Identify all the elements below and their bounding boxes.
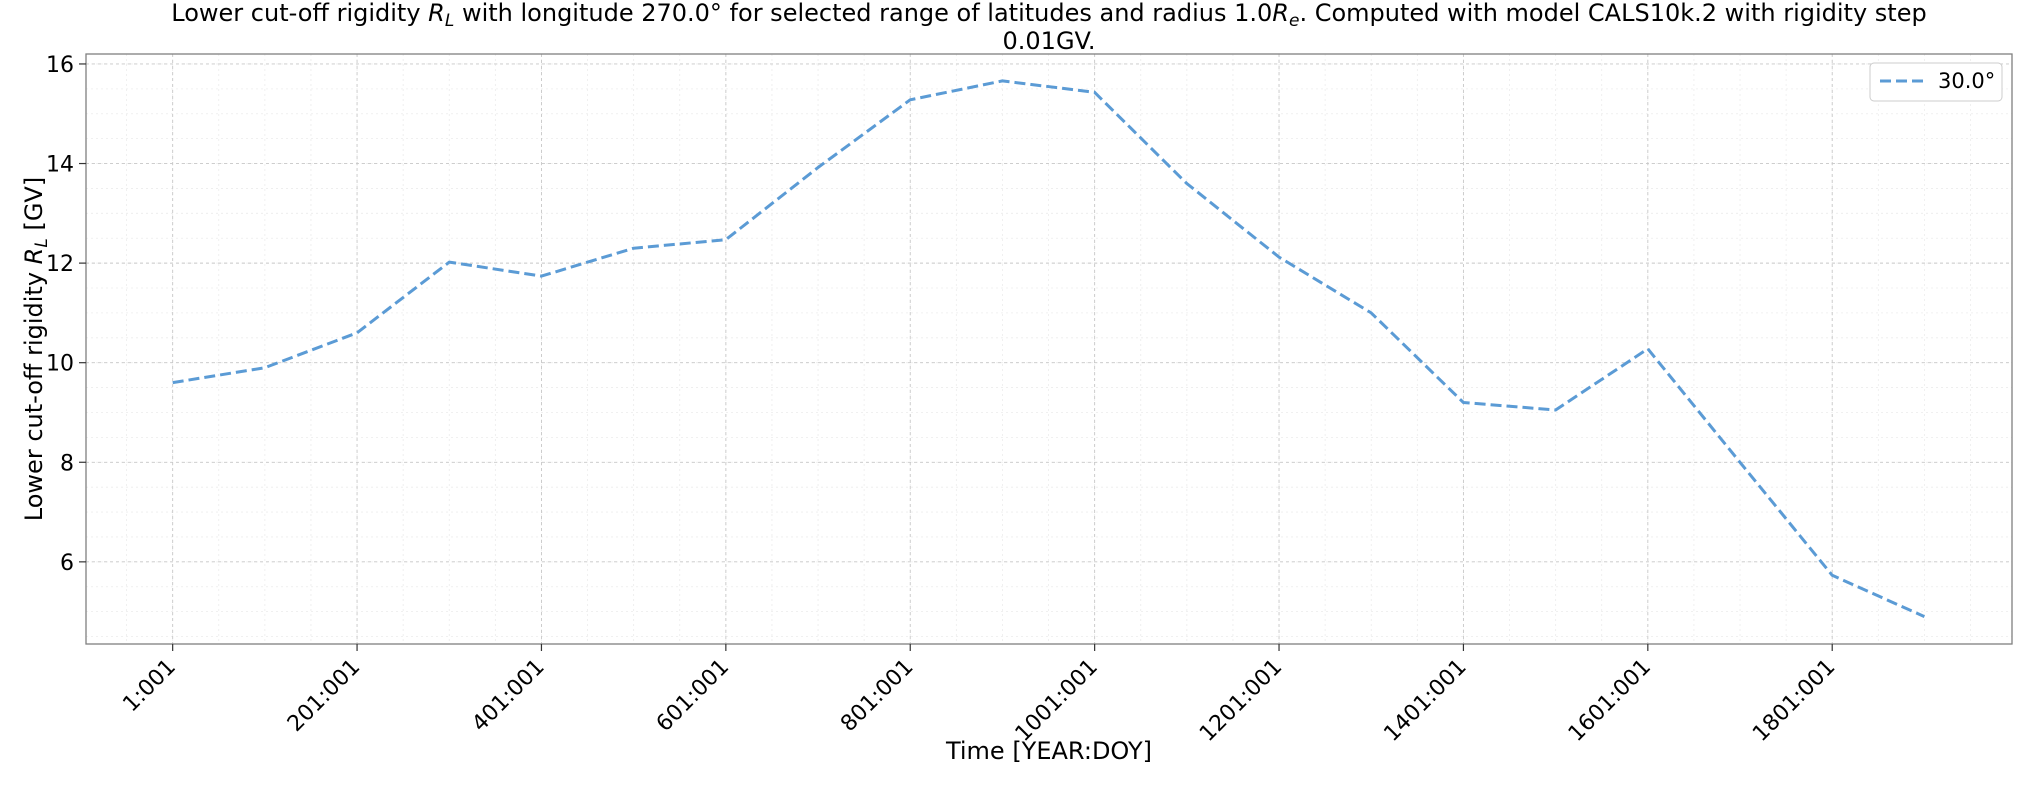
data-point xyxy=(171,381,175,385)
y-tick-label: 12 xyxy=(46,252,74,277)
data-point xyxy=(1922,615,1926,619)
y-tick-label: 16 xyxy=(46,53,74,78)
x-axis-label: Time [YEAR:DOY] xyxy=(945,737,1152,765)
data-point xyxy=(1277,255,1281,259)
legend-box xyxy=(1869,62,2003,102)
x-tick-label: 401:001 xyxy=(467,655,549,737)
plot-frame xyxy=(85,53,2013,645)
data-point xyxy=(1738,460,1742,464)
data-point xyxy=(1000,79,1004,83)
data-point xyxy=(1646,347,1650,351)
y-tick-label: 8 xyxy=(60,451,74,476)
y-axis-label: Lower cut-off rigidity RL [GV] xyxy=(20,177,52,521)
x-axis: 1:001 201:001 401:001 601:001 801:001 1001:00… xyxy=(118,644,1840,747)
minor-grid xyxy=(86,54,2012,644)
y-axis: 6 8 10 12 14 16 xyxy=(46,53,86,576)
data-point xyxy=(355,331,359,335)
data-point xyxy=(539,274,543,278)
x-tick-label: 1201:001 xyxy=(1195,655,1287,747)
x-tick-label: 801:001 xyxy=(836,655,918,737)
data-point xyxy=(632,246,636,250)
series-line-30deg xyxy=(172,79,1926,618)
series-layer xyxy=(171,79,1926,619)
data-point xyxy=(1185,181,1189,185)
x-tick-label: 1:001 xyxy=(118,655,181,718)
data-point xyxy=(908,98,912,102)
data-point xyxy=(1554,408,1558,412)
x-tick-label: 601:001 xyxy=(652,655,734,737)
x-tick-label: 1601:001 xyxy=(1564,655,1656,747)
data-point xyxy=(1461,401,1465,405)
data-point xyxy=(447,260,451,264)
y-tick-label: 6 xyxy=(60,551,74,576)
major-grid xyxy=(86,54,2012,644)
x-tick-label: 1801:001 xyxy=(1748,655,1840,747)
chart-title-line2: 0.01GV. xyxy=(1003,27,1096,55)
x-tick-label: 1401:001 xyxy=(1379,655,1471,747)
legend-label: 30.0° xyxy=(1938,69,1995,93)
y-tick-label: 10 xyxy=(46,352,74,377)
legend: 30.0° xyxy=(1869,62,2003,102)
data-point xyxy=(816,166,820,170)
y-tick-label: 14 xyxy=(46,153,74,178)
data-point xyxy=(1369,311,1373,315)
data-point xyxy=(724,238,728,242)
data-point xyxy=(1093,90,1097,94)
x-tick-label: 1001:001 xyxy=(1011,655,1103,747)
data-point xyxy=(1830,573,1834,577)
x-tick-label: 201:001 xyxy=(283,655,365,737)
data-point xyxy=(263,366,267,370)
chart-title-line1: Lower cut-off rigidity RL with longitude… xyxy=(171,0,1926,31)
